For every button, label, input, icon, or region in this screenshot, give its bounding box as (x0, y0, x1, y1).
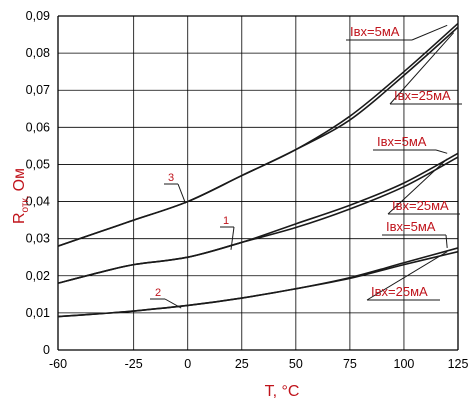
annotation-leader (389, 32, 455, 105)
x-tick-label: 0 (184, 357, 191, 371)
y-tick-label: 0,06 (26, 120, 50, 134)
y-tick-label: 0,05 (26, 157, 50, 171)
x-tick-label: -25 (125, 357, 143, 371)
y-axis-title-subscript: отк, (20, 195, 31, 212)
y-axis-title-symbol: R (11, 212, 28, 224)
x-tick-label: 100 (394, 357, 415, 371)
series-line-curve-3 (57, 26, 459, 247)
x-tick-label: 125 (448, 357, 469, 371)
annotation-label: Iвх=5мА (377, 134, 427, 149)
annotation-label: Iвх=25мА (371, 284, 428, 299)
x-tick-label: 75 (343, 357, 357, 371)
grid (57, 15, 459, 351)
curve-label: 3 (168, 172, 174, 184)
curve-label-leader (164, 298, 182, 309)
tick-labels: -60 -25 0 25 50 75 100 125 0 0,01 0,02 0,03 0,04 0,05… (26, 9, 469, 371)
y-tick-label: 0,02 (26, 269, 50, 283)
series-line-curve-2 (57, 250, 459, 318)
y-tick-label: 0,04 (26, 195, 50, 209)
curve-labels: 3 1 2 (150, 172, 235, 309)
curve-label-leader (177, 183, 187, 204)
annotation-leader (445, 234, 448, 248)
y-tick-label: 0,07 (26, 83, 50, 97)
annotation-label: Iвх=25мА (392, 198, 449, 213)
curve-label-leader (230, 226, 235, 250)
y-axis-title-unit: Ом (11, 168, 28, 191)
series-line-curve-1 (57, 156, 459, 284)
annotation-leader (366, 251, 448, 301)
curve-label: 2 (155, 287, 161, 299)
x-tick-label: -60 (49, 357, 67, 371)
annotation-label: Iвх=25мА (394, 88, 451, 103)
annotation-label: Iвх=5мА (350, 24, 400, 39)
y-tick-label: 0,09 (26, 9, 50, 23)
y-axis-title: Rотк, Ом (11, 168, 31, 224)
annotation-leader (411, 24, 448, 41)
x-tick-label: 25 (235, 357, 249, 371)
annotation-leader (435, 149, 448, 154)
y-tick-label: 0,03 (26, 232, 50, 246)
curve-label: 1 (223, 215, 229, 227)
annotation-leader (387, 158, 448, 215)
y-tick-label: 0 (43, 343, 50, 357)
x-tick-label: 50 (289, 357, 303, 371)
annotation-label: Iвх=5мА (386, 219, 436, 234)
series-line-curve-2 (57, 247, 459, 318)
y-tick-label: 0,01 (26, 306, 50, 320)
y-tick-label: 0,08 (26, 46, 50, 60)
x-axis-title: T, °C (265, 383, 300, 400)
series-group (57, 22, 459, 318)
annotations: Iвх=5мА Iвх=25мА Iвх=5мА Iвх=25мА Iвх=5мА Iвх… (350, 24, 451, 299)
annotation-leaders (346, 24, 462, 301)
